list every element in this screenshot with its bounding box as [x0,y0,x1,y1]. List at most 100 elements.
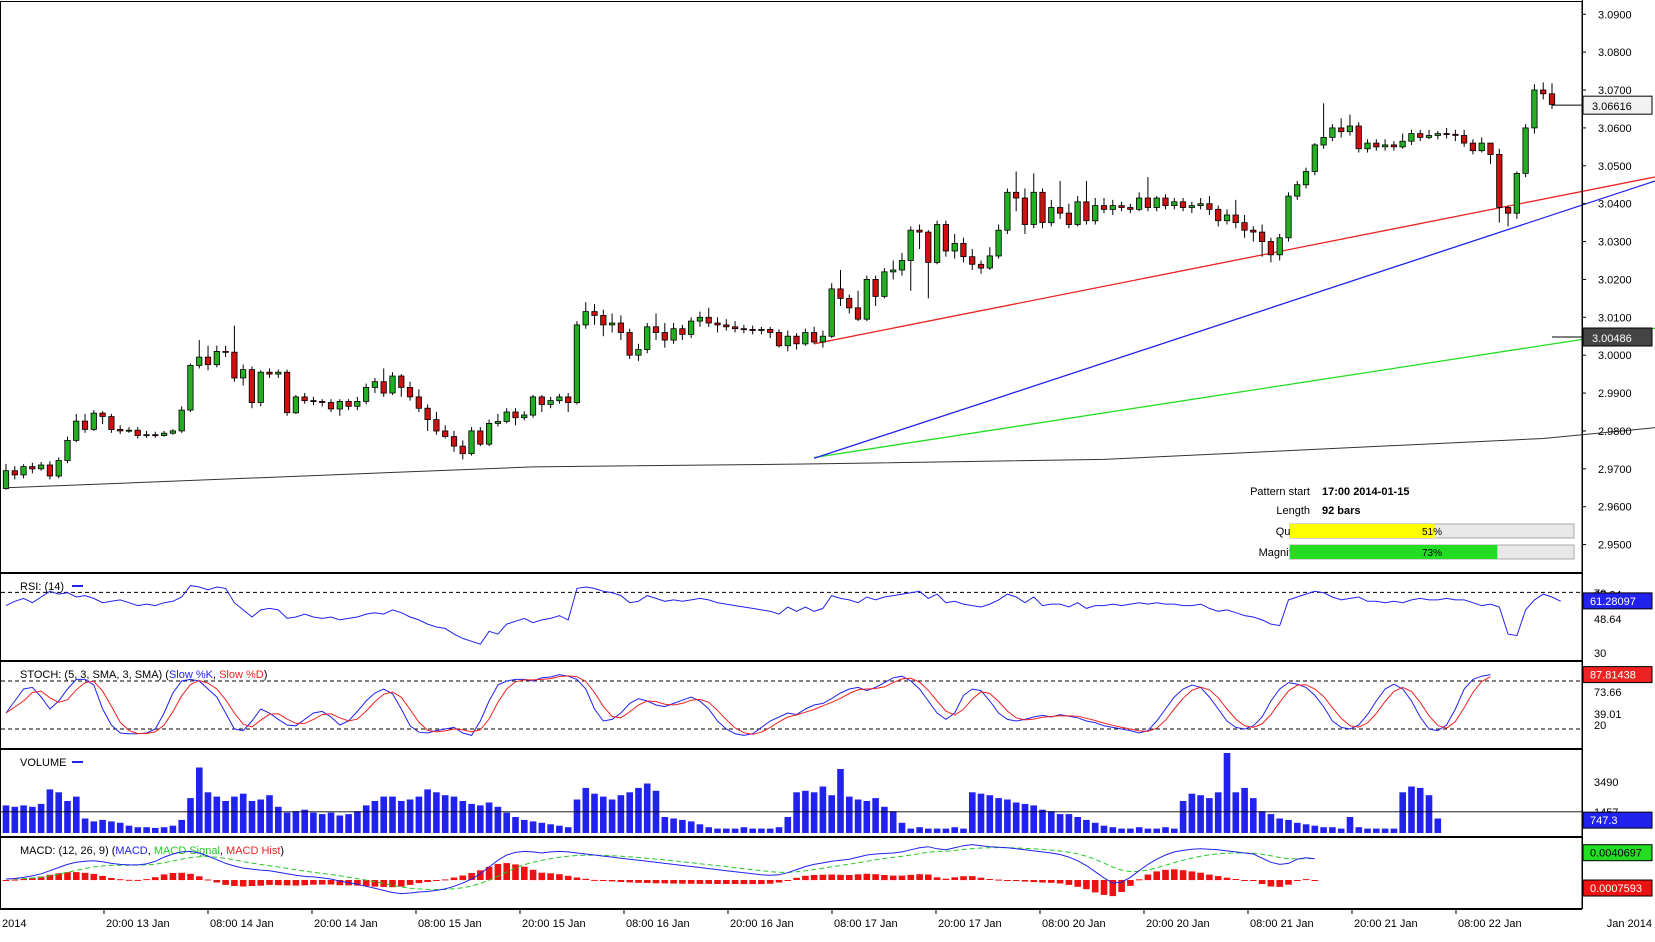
macd-hist-bar [459,875,467,881]
candle-up [828,288,835,337]
volume-bar [1109,827,1117,833]
macd-hist-bar [626,880,633,883]
macd-hist-bar [362,880,370,887]
candle-down [248,369,255,404]
candle-down [1021,197,1029,225]
candle-up [64,439,71,461]
macd-hist-bar [20,878,27,881]
volume-bar [872,798,879,833]
volume-bar [582,787,590,833]
macd-title-part: MACD Signal [154,845,220,857]
pattern-info-value: 17:00 2014-01-15 [1322,486,1409,498]
candle-up [1382,144,1389,148]
macd-hist-bar [1144,874,1152,881]
volume-bar [687,821,695,833]
volume-bar [1021,803,1029,833]
candle-up [143,434,150,437]
macd-hist-bar [766,880,774,884]
candle-down [1127,207,1134,210]
time-tick-label: Jan 2014 [1607,918,1652,930]
candle-up [696,316,704,322]
candle-down [406,386,414,398]
candle-down [916,229,923,233]
volume-bar [257,799,264,833]
candle-up [362,386,370,402]
macd-hist-bar [705,880,712,884]
price-tick-label: 3.0200 [1598,274,1632,286]
volume-bar [854,799,862,833]
macd-hist-bar [617,880,625,882]
candle-up [485,422,493,445]
macd-hist-bar [1197,872,1204,880]
macd-title: MACD: (12, 26, 9) (MACD, MACD Signal, MA… [20,845,284,857]
candle-down [846,297,853,309]
macd-hist-bar [714,880,721,884]
macd-hist-bar [1232,879,1240,880]
macd-hist-bar [160,874,168,880]
volume-bar [46,789,54,833]
macd-hist-bar [564,875,572,880]
stoch-current-label: 87.81438 [1590,670,1636,682]
macd-hist-bar [723,880,730,884]
candle-down [1065,212,1072,225]
quality-percent: 51% [1422,527,1442,538]
volume-bar [231,796,238,833]
volume-bar [459,801,467,833]
macd-title-part: MACD Hist [226,845,280,857]
volume-bar [1329,827,1336,833]
candle-down [1461,135,1468,144]
candle-up [1285,195,1292,239]
volume-bar [608,799,616,833]
macd-hist-bar [1250,880,1257,881]
volume-bar [960,828,967,833]
candle-down [1162,197,1169,206]
candle-down [775,332,783,347]
price-tick-label: 3.0700 [1598,85,1632,97]
candle-down [872,278,879,297]
candle-down [1241,222,1248,231]
volume-bar [810,792,818,833]
volume-bar [354,811,361,833]
macd-hist-bar [1206,874,1213,881]
macd-hist-bar [731,880,739,884]
candle-up [275,371,282,375]
volume-bar [907,828,915,833]
candle-down [1417,133,1424,138]
volume-bar [696,824,704,833]
volume-bar [714,828,721,833]
quality-bar-fill [1290,524,1435,538]
candle-up [670,328,677,341]
candle-up [169,430,176,434]
macd-hist-bar [854,874,862,880]
stoch-title: STOCH: (5, 3, SMA, 3, SMA) (Slow %K, Slo… [20,669,267,681]
candle-down [942,224,950,252]
candle-up [125,429,133,432]
price-tick-label: 3.0000 [1598,350,1632,362]
candle-down [837,288,844,299]
macd-hist-bar [283,880,291,886]
volume-bar [538,822,546,833]
candle-up [1153,197,1160,208]
volume-bar [1065,814,1073,833]
volume-bar [1267,814,1275,833]
macd-hist-bar [310,880,317,885]
macd-hist-bar [1223,877,1231,880]
candle-down [152,434,159,437]
volume-bar [635,787,642,833]
volume-bar [55,792,62,833]
candle-down [1144,197,1151,208]
candle-up [1276,237,1283,256]
volume-bar [1276,818,1283,833]
macd-hist-bar [81,872,89,880]
candle-up [239,369,247,379]
macd-hist-bar [758,880,765,885]
macd-hist-bar [1153,871,1160,880]
candle-down [1083,201,1090,222]
candle-down [108,416,115,430]
candle-down [11,470,18,476]
volume-bar [187,798,194,833]
volume-bar [1100,825,1108,833]
volume-bar [933,828,941,833]
volume-bar [846,796,853,833]
volume-bar [942,828,950,833]
